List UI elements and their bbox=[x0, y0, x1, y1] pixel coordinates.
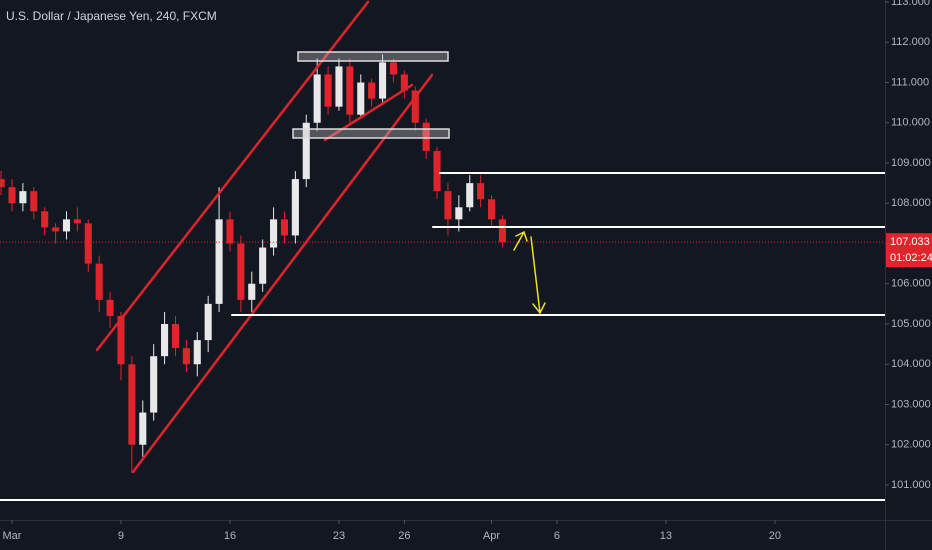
candle-body bbox=[19, 191, 27, 204]
candle-body bbox=[150, 356, 158, 413]
arrow-head bbox=[515, 230, 528, 242]
x-tick-label: 16 bbox=[224, 530, 236, 542]
candle-body bbox=[291, 179, 299, 236]
candle-body bbox=[280, 219, 289, 236]
candle-body bbox=[171, 323, 180, 349]
candle-body bbox=[357, 82, 365, 115]
candle-body bbox=[400, 74, 408, 91]
candle-body bbox=[106, 299, 114, 316]
candle-body bbox=[444, 191, 452, 220]
y-tick-label: 112.000 bbox=[891, 36, 930, 48]
chart-title: U.S. Dollar / Japanese Yen, 240, FXCM bbox=[6, 9, 217, 23]
x-tick-label: 13 bbox=[660, 530, 672, 542]
candle-body bbox=[8, 187, 16, 204]
candle-body bbox=[324, 74, 332, 107]
candle-body bbox=[237, 243, 245, 300]
x-tick-label: Mar bbox=[3, 530, 22, 542]
arrow-head bbox=[532, 302, 546, 315]
candle-body bbox=[335, 66, 343, 107]
candle-body bbox=[95, 263, 103, 300]
x-tick-label: 23 bbox=[333, 530, 345, 542]
candle-body bbox=[466, 183, 474, 208]
zone bbox=[292, 128, 450, 139]
y-tick-label: 108.000 bbox=[891, 197, 931, 209]
channel-line bbox=[95, 0, 370, 352]
x-tick-label: Apr bbox=[483, 530, 500, 542]
x-tick-label: 6 bbox=[554, 530, 560, 542]
price-label-box bbox=[886, 233, 932, 268]
candle-body bbox=[488, 199, 496, 220]
candle-body bbox=[128, 364, 136, 445]
plot bbox=[0, 54, 885, 473]
y-tick-label: 101.000 bbox=[891, 479, 931, 491]
candle-body bbox=[379, 62, 387, 99]
x-tick-label: 26 bbox=[398, 530, 410, 542]
wedge-line bbox=[323, 83, 414, 142]
candle-body bbox=[248, 283, 256, 300]
candle-body bbox=[161, 323, 169, 357]
x-tick-label: 9 bbox=[118, 530, 124, 542]
candle-body bbox=[0, 179, 5, 188]
candle-body bbox=[30, 191, 38, 212]
channel-line bbox=[131, 73, 434, 474]
x-tick-label: 20 bbox=[769, 530, 781, 542]
zone bbox=[297, 51, 449, 62]
arrow bbox=[513, 231, 525, 251]
candle-body bbox=[182, 348, 190, 365]
candle-body bbox=[302, 122, 310, 180]
candle-body bbox=[215, 219, 223, 304]
candle-body bbox=[498, 219, 506, 243]
y-tick-label: 102.000 bbox=[891, 439, 931, 451]
candle-body bbox=[270, 219, 278, 248]
candle-body bbox=[389, 62, 397, 75]
y-tick-label: 103.000 bbox=[891, 398, 931, 410]
drawings bbox=[0, 0, 886, 501]
candle-body bbox=[477, 183, 485, 200]
candle-body bbox=[204, 303, 212, 341]
y-tick-label: 109.000 bbox=[891, 157, 931, 169]
y-tick-label: 104.000 bbox=[891, 358, 931, 370]
y-tick-label: 106.000 bbox=[891, 278, 931, 290]
arrow bbox=[530, 236, 541, 314]
countdown-label: 01:02:24 bbox=[890, 252, 932, 264]
candle-body bbox=[259, 247, 267, 284]
y-tick-label: 113.000 bbox=[891, 0, 930, 8]
candle-body bbox=[139, 412, 147, 445]
candle-body bbox=[368, 82, 376, 99]
candle-body bbox=[84, 223, 92, 264]
candle-body bbox=[226, 219, 234, 244]
axes: 101.000 102.000 103.000 104.000 105.000 106.0… bbox=[3, 0, 932, 542]
candle-body bbox=[41, 211, 49, 228]
candle-body bbox=[455, 207, 463, 220]
candle-body bbox=[62, 219, 71, 232]
candle-body bbox=[313, 74, 321, 123]
candle-body bbox=[346, 66, 354, 115]
last-price-label: 107.033 bbox=[890, 236, 930, 248]
candle-body bbox=[193, 340, 201, 365]
candle-body bbox=[411, 90, 419, 123]
candle-body bbox=[422, 122, 430, 151]
y-tick-label: 105.000 bbox=[891, 318, 931, 330]
y-tick-label: 111.000 bbox=[891, 76, 929, 88]
y-tick-label: 110.000 bbox=[891, 117, 930, 129]
candle-body bbox=[117, 315, 125, 365]
candle-body bbox=[52, 227, 60, 232]
candle-body bbox=[433, 150, 441, 192]
candle-body bbox=[73, 219, 81, 224]
